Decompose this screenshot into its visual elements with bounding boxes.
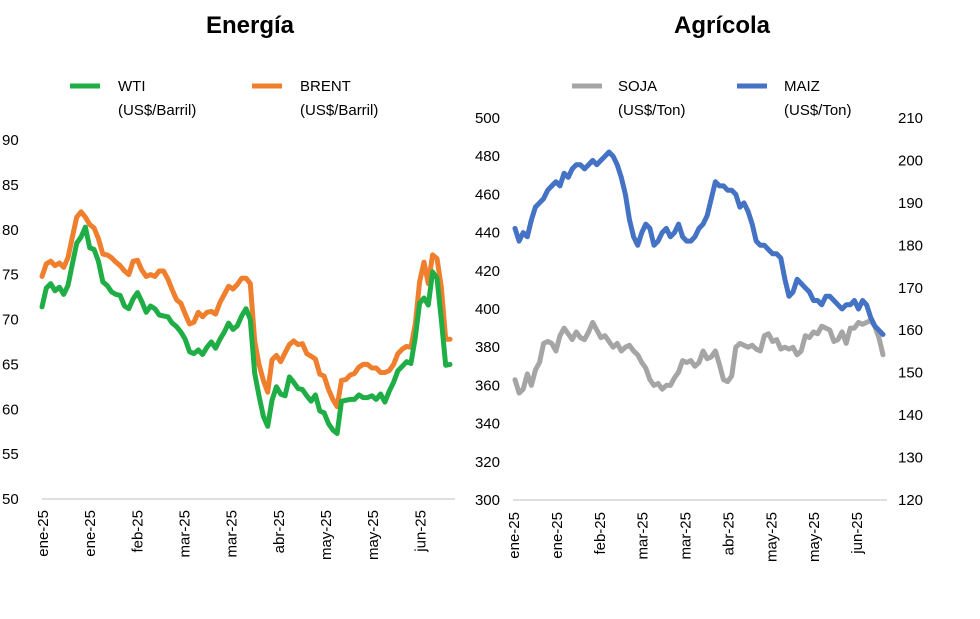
agro-x-tick-8: jun-25	[849, 512, 866, 555]
energy-chart: Energía WTI (US$/Barril) BRENT (US$/Barr…	[2, 12, 455, 560]
agro-y-axis-right: 120 130 140 150 160 170 180 190 200 210	[898, 110, 923, 509]
energy-y-tick-4: 70	[2, 312, 19, 329]
agro-y-tick-3: 360	[475, 377, 500, 394]
energy-y-tick-7: 85	[2, 177, 19, 194]
energy-x-tick-4: mar-25	[224, 510, 241, 558]
agro-y-tick-9: 480	[475, 148, 500, 165]
agro-y2-tick-6: 180	[898, 237, 923, 254]
agro-y-tick-8: 460	[475, 186, 500, 203]
energy-legend: WTI (US$/Barril) BRENT (US$/Barril)	[70, 78, 378, 119]
agro-x-tick-2: feb-25	[592, 512, 609, 555]
energy-x-tick-3: mar-25	[177, 510, 194, 558]
agro-y-tick-6: 420	[475, 263, 500, 280]
agro-y-tick-0: 300	[475, 492, 500, 509]
energy-x-tick-5: abr-25	[271, 510, 288, 553]
agro-y-axis-left: 300 320 340 360 380 400 420 440 460 480 500	[475, 110, 500, 509]
agro-series	[512, 149, 886, 396]
legend-unit-brent: (US$/Barril)	[300, 102, 378, 119]
agro-y2-tick-5: 170	[898, 280, 923, 297]
agro-x-ticks: ene-25 ene-25 feb-25 mar-25 mar-25 abr-25 may-…	[506, 512, 866, 562]
energy-series	[39, 209, 453, 436]
energy-title: Energía	[206, 12, 295, 39]
energy-y-tick-0: 50	[2, 491, 19, 508]
energy-x-tick-1: ene-25	[82, 510, 99, 557]
agro-y-tick-4: 380	[475, 339, 500, 356]
agro-y-tick-2: 340	[475, 416, 500, 433]
energy-x-tick-6: may-25	[318, 510, 335, 560]
agro-y-tick-10: 500	[475, 110, 500, 127]
agro-x-tick-6: may-25	[763, 512, 780, 562]
legend-unit-soja: (US$/Ton)	[618, 102, 686, 119]
energy-x-tick-7: may-25	[365, 510, 382, 560]
agro-legend: SOJA (US$/Ton) MAIZ (US$/Ton)	[572, 78, 852, 119]
agro-x-tick-5: abr-25	[720, 512, 737, 555]
agro-y2-tick-4: 160	[898, 322, 923, 339]
legend-label-soja: SOJA	[618, 78, 657, 95]
energy-y-tick-6: 80	[2, 222, 19, 239]
agro-y2-tick-9: 210	[898, 110, 923, 127]
series-line-maiz	[512, 149, 886, 337]
energy-x-ticks: ene-25 ene-25 feb-25 mar-25 mar-25 abr-25 may-…	[35, 510, 429, 560]
legend-label-maiz: MAIZ	[784, 78, 820, 95]
legend-unit-wti: (US$/Barril)	[118, 102, 196, 119]
agro-y2-tick-8: 200	[898, 152, 923, 169]
energy-x-tick-2: feb-25	[129, 510, 146, 553]
energy-x-tick-0: ene-25	[35, 510, 52, 557]
energy-x-tick-8: jun-25	[412, 510, 429, 553]
agro-x-tick-0: ene-25	[506, 512, 523, 559]
agro-x-tick-1: ene-25	[549, 512, 566, 559]
agro-x-tick-4: mar-25	[678, 512, 695, 560]
energy-y-tick-5: 75	[2, 267, 19, 284]
agro-y2-tick-3: 150	[898, 365, 923, 382]
series-line-soja	[512, 318, 886, 396]
energy-y-tick-8: 90	[2, 132, 19, 149]
agro-y2-tick-2: 140	[898, 407, 923, 424]
energy-y-tick-1: 55	[2, 446, 19, 463]
agro-chart: Agrícola SOJA (US$/Ton) MAIZ (US$/Ton) 3…	[475, 12, 923, 562]
agro-x-tick-7: may-25	[806, 512, 823, 562]
agro-y2-tick-1: 130	[898, 450, 923, 467]
energy-y-axis: 50 55 60 65 70 75 80 85 90	[2, 132, 19, 508]
legend-label-brent: BRENT	[300, 78, 351, 95]
series-line-brent	[39, 209, 453, 410]
agro-y-tick-5: 400	[475, 301, 500, 318]
legend-unit-maiz: (US$/Ton)	[784, 102, 852, 119]
agro-y-tick-1: 320	[475, 454, 500, 471]
series-line-wti	[39, 224, 453, 436]
legend-label-wti: WTI	[118, 78, 146, 95]
agro-x-tick-3: mar-25	[635, 512, 652, 560]
agro-y-tick-7: 440	[475, 225, 500, 242]
agro-y2-tick-7: 190	[898, 195, 923, 212]
agro-y2-tick-0: 120	[898, 492, 923, 509]
energy-y-tick-3: 65	[2, 356, 19, 373]
agro-title: Agrícola	[674, 12, 771, 39]
energy-y-tick-2: 60	[2, 401, 19, 418]
